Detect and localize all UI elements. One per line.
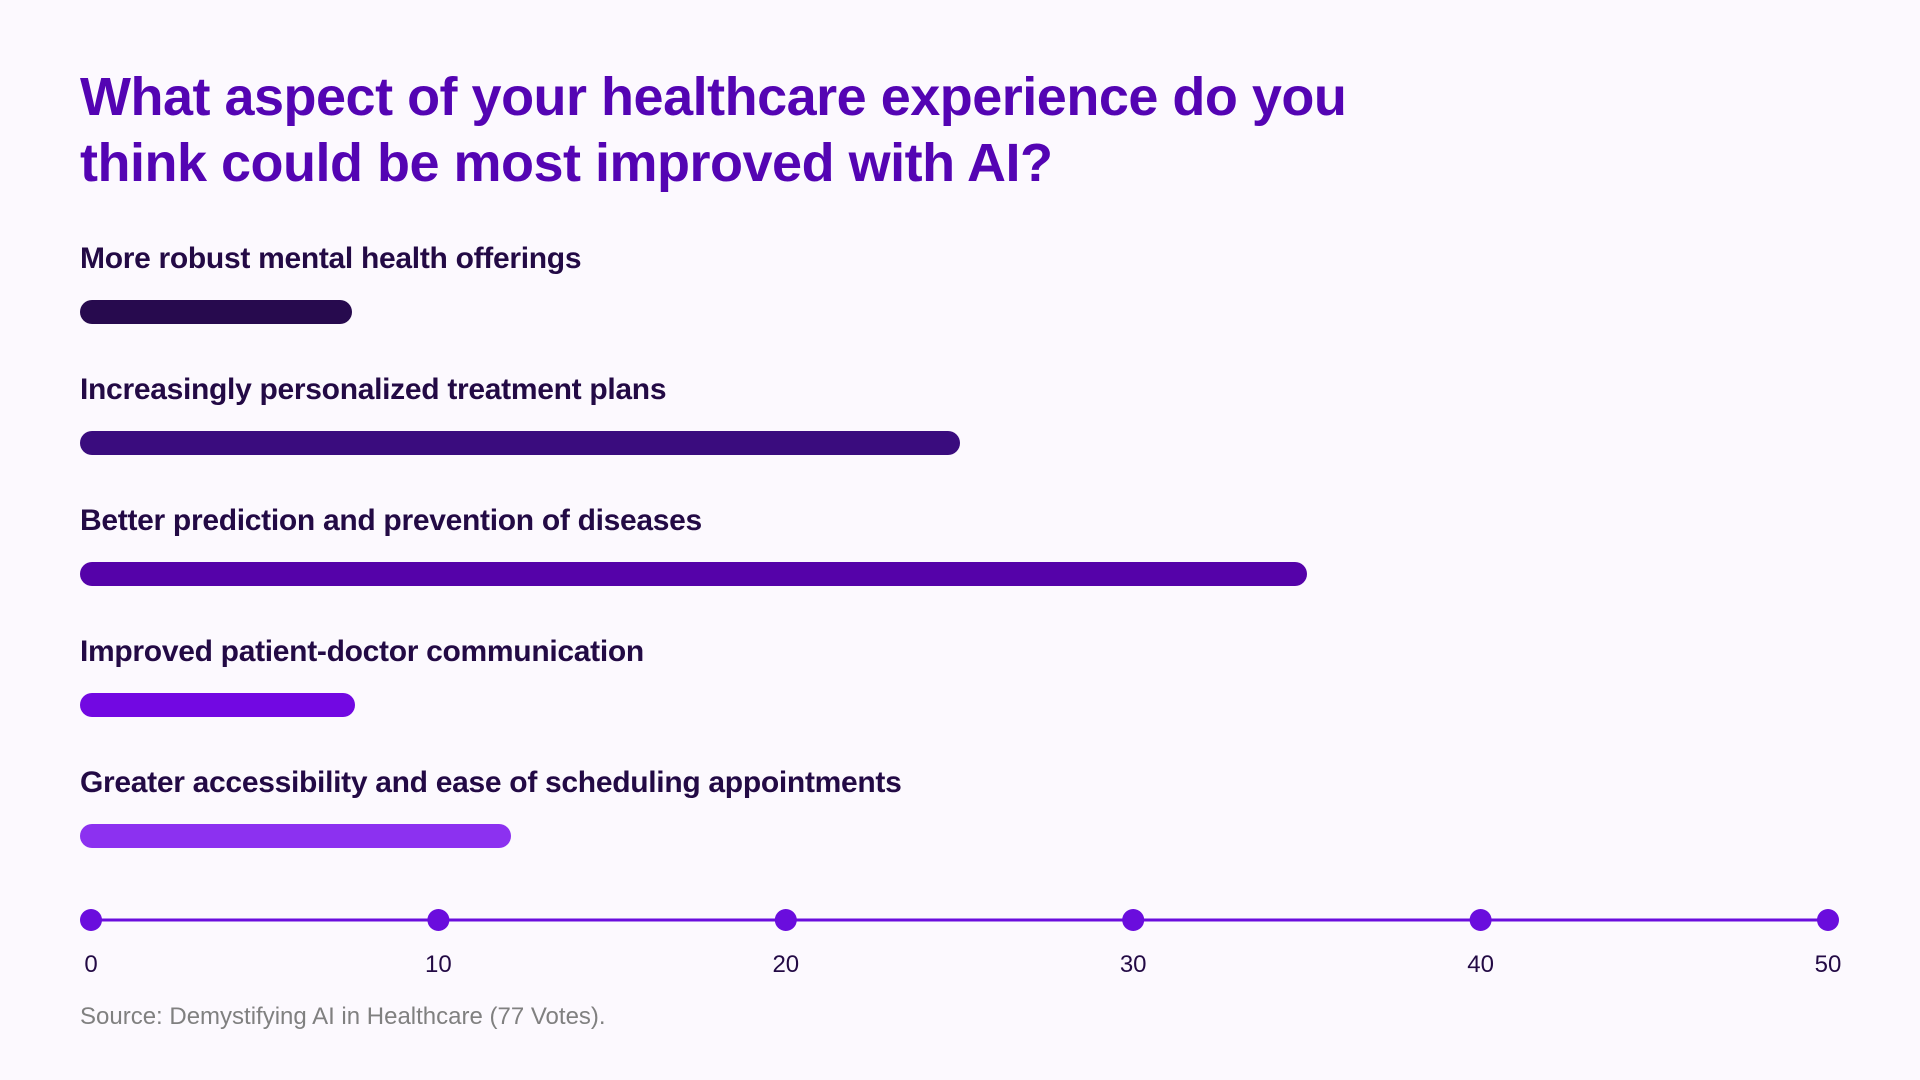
x-axis-tick-label: 20 [772,951,800,978]
bar [80,693,356,717]
bar-label: Greater accessibility and ease of schedu… [80,766,902,799]
x-axis-tick-dot [1122,909,1145,931]
bar [80,824,512,848]
x-axis-tick-label: 40 [1467,951,1494,978]
bar-label: Increasingly personalized treatment plan… [80,373,667,406]
x-axis-tick-dot [1469,909,1492,931]
x-axis-tick-dot [774,909,797,931]
chart-title: What aspect of your healthcare experienc… [80,67,1347,193]
x-axis-tick-dot [1817,909,1839,931]
x-axis-tick-label: 0 [84,951,98,978]
bar [80,562,1307,586]
bar-label: Improved patient-doctor communication [80,635,644,668]
x-axis-tick-label: 50 [1814,951,1842,978]
bar-label: More robust mental health offerings [80,242,582,275]
x-axis-tick-dot [80,909,102,931]
x-axis-tick-label: 30 [1119,951,1147,978]
bar [80,431,960,455]
bar-label: Better prediction and prevention of dise… [80,504,702,537]
bar [80,300,352,324]
x-axis-tick-label: 10 [425,951,452,978]
source-note: Source: Demystifying AI in Healthcare (7… [80,1003,606,1030]
x-axis-tick-dot [427,909,450,931]
